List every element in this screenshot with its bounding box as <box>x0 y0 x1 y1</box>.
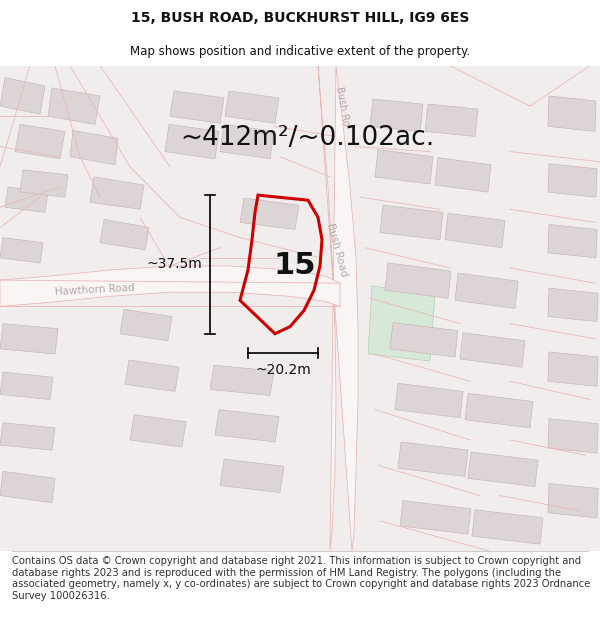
Polygon shape <box>425 104 478 136</box>
Polygon shape <box>548 224 597 258</box>
Polygon shape <box>5 187 48 213</box>
Text: 15, BUSH ROAD, BUCKHURST HILL, IG9 6ES: 15, BUSH ROAD, BUCKHURST HILL, IG9 6ES <box>131 11 469 26</box>
Polygon shape <box>70 131 118 165</box>
Polygon shape <box>368 286 435 361</box>
Polygon shape <box>20 170 68 197</box>
Text: Bush Ro: Bush Ro <box>334 86 350 127</box>
Polygon shape <box>385 263 451 298</box>
Polygon shape <box>455 273 518 308</box>
Polygon shape <box>548 164 597 197</box>
Polygon shape <box>370 99 423 131</box>
Text: ~20.2m: ~20.2m <box>255 363 311 377</box>
Polygon shape <box>0 422 55 450</box>
Text: Bush Road: Bush Road <box>325 222 349 278</box>
Polygon shape <box>0 66 600 551</box>
Text: ~412m²/~0.102ac.: ~412m²/~0.102ac. <box>180 126 434 151</box>
Polygon shape <box>215 409 279 442</box>
Polygon shape <box>170 91 224 123</box>
Polygon shape <box>318 66 358 551</box>
Polygon shape <box>548 288 598 322</box>
Polygon shape <box>225 91 279 123</box>
Polygon shape <box>465 393 533 428</box>
Polygon shape <box>445 213 505 248</box>
Polygon shape <box>0 372 53 399</box>
Polygon shape <box>548 352 598 386</box>
Text: ~37.5m: ~37.5m <box>146 258 202 271</box>
Polygon shape <box>120 309 172 341</box>
Text: Map shows position and indicative extent of the property.: Map shows position and indicative extent… <box>130 45 470 58</box>
Polygon shape <box>15 124 65 159</box>
Polygon shape <box>125 360 179 391</box>
Polygon shape <box>220 459 284 492</box>
Polygon shape <box>395 383 463 418</box>
Polygon shape <box>435 158 491 192</box>
Polygon shape <box>0 266 340 306</box>
Polygon shape <box>472 510 543 544</box>
Text: Contains OS data © Crown copyright and database right 2021. This information is : Contains OS data © Crown copyright and d… <box>12 556 590 601</box>
Polygon shape <box>0 78 45 114</box>
Polygon shape <box>400 501 471 534</box>
Polygon shape <box>220 124 274 159</box>
Polygon shape <box>375 149 433 184</box>
Polygon shape <box>0 324 58 354</box>
Polygon shape <box>390 322 458 357</box>
Polygon shape <box>240 198 299 229</box>
Polygon shape <box>548 419 598 453</box>
Polygon shape <box>210 365 274 396</box>
Polygon shape <box>548 96 596 131</box>
Text: Hawthorn Road: Hawthorn Road <box>55 283 135 298</box>
Polygon shape <box>548 484 598 518</box>
Polygon shape <box>398 442 468 476</box>
Polygon shape <box>460 332 525 367</box>
Polygon shape <box>0 238 43 263</box>
Polygon shape <box>468 452 538 486</box>
Polygon shape <box>48 88 100 124</box>
Polygon shape <box>380 205 443 239</box>
Polygon shape <box>100 219 149 250</box>
Polygon shape <box>165 124 219 159</box>
Polygon shape <box>130 414 186 447</box>
Polygon shape <box>90 177 144 209</box>
Text: 15: 15 <box>274 251 316 281</box>
Polygon shape <box>0 471 55 502</box>
